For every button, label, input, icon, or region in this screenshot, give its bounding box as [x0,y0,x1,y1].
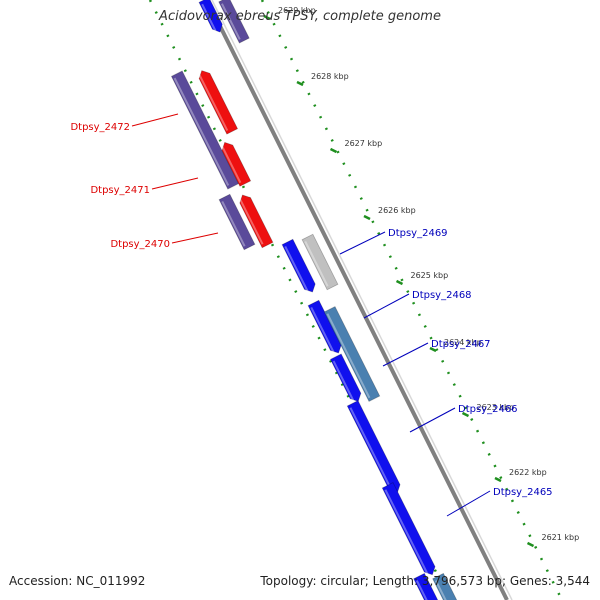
gene-purple-2470[interactable] [218,193,256,251]
gene-Dtpsy_2466[interactable] [346,400,402,496]
backbone-line [205,0,509,600]
genome-summary-text: Topology: circular; Length: 3,796,573 bp… [260,574,590,588]
scale-tick-mark [461,411,470,418]
gene-label-leader [446,490,491,517]
scale-tick-label: 2629 kbp [278,6,316,15]
scale-tick-mark [263,14,271,21]
gene-label-leader [131,113,179,127]
gene-labels: Dtpsy_2472 Dtpsy_2471 Dtpsy_2470 Dtpsy_2469… [70,113,553,517]
gene-label-leader [151,177,199,190]
scale-tick-label: 2626 kbp [378,206,416,215]
gene-Dtpsy_2472[interactable] [196,68,239,135]
gene-Dtpsy_2469[interactable] [281,238,318,294]
gene-label[interactable]: Dtpsy_2470 [110,239,170,250]
gene-label[interactable]: Dtpsy_2472 [70,122,130,133]
gene-features [170,0,462,600]
scale-tick-mark [526,541,535,548]
gene-label[interactable]: Dtpsy_2469 [388,228,448,239]
scale-ticks: 2629 kbp 2628 kbp 2627 kbp 2626 kbp 2625 kbp… [263,6,580,548]
scale-tick-mark [363,214,371,221]
inner-track-guide [260,0,564,600]
gene-purple-2472[interactable] [170,70,240,190]
gene-grey-2469[interactable] [301,233,339,291]
gene-Dtpsy_2470[interactable] [237,192,274,249]
gene-top-purple[interactable] [218,0,250,44]
accession-text: Accession: NC_011992 [9,574,146,588]
gene-label[interactable]: Dtpsy_2468 [412,290,472,301]
gene-bottom-steelblue[interactable] [432,572,462,600]
genome-title: Acidovorax ebreus TPSY, complete genome [159,9,441,24]
gene-label[interactable]: Dtpsy_2466 [458,404,518,415]
scale-tick-label: 2625 kbp [411,271,449,280]
gene-label-leader [363,293,410,319]
gene-label[interactable]: Dtpsy_2465 [493,487,553,498]
gene-Dtpsy_2467[interactable] [329,353,363,404]
gene-label-leader [339,231,386,255]
backbone-highlight [211,0,513,600]
scale-tick-mark [494,476,502,483]
scale-tick-label: 2628 kbp [311,72,349,81]
scale-tick-mark [429,346,437,353]
scale-tick-label: 2621 kbp [542,533,580,542]
gene-steelblue-2467[interactable] [323,306,381,402]
scale-tick-label: 2624 kbp [444,338,482,347]
scale-tick-label: 2622 kbp [509,468,547,477]
scale-tick-mark [329,147,338,154]
genome-backbone [205,0,513,600]
scale-tick-label: 2623 kbp [477,403,515,412]
gene-Dtpsy_2468[interactable] [307,299,344,355]
gene-label[interactable]: Dtpsy_2467 [431,339,491,350]
gene-Dtpsy_2471[interactable] [219,140,252,187]
scale-tick-label: 2627 kbp [345,139,383,148]
gene-bottom-blue[interactable] [413,572,443,600]
scale-tick-mark [395,279,404,286]
gene-Dtpsy_2465[interactable] [381,482,437,578]
gene-label-leader [382,342,429,367]
gene-label-leader [171,232,219,244]
scale-tick-mark [296,80,304,87]
gene-top-blue[interactable] [198,0,225,35]
gene-label-leader [409,407,456,433]
gene-label[interactable]: Dtpsy_2471 [90,185,150,196]
